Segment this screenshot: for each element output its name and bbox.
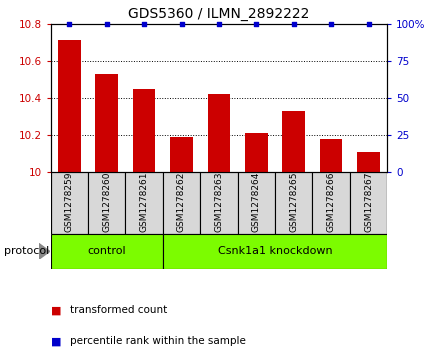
Bar [350, 172, 387, 234]
Point [178, 21, 185, 26]
Text: GSM1278265: GSM1278265 [289, 172, 298, 232]
Point [141, 21, 148, 26]
Text: GSM1278260: GSM1278260 [102, 172, 111, 232]
Point [253, 21, 260, 26]
Bar [245, 133, 268, 172]
Text: protocol: protocol [4, 246, 50, 256]
Text: GSM1278259: GSM1278259 [65, 172, 74, 232]
Polygon shape [39, 243, 50, 259]
Bar [320, 139, 342, 172]
Point [216, 21, 223, 26]
Text: control: control [88, 246, 126, 256]
Bar [170, 137, 193, 172]
Bar [95, 74, 118, 172]
Bar [51, 234, 163, 269]
Text: GSM1278263: GSM1278263 [214, 172, 224, 232]
Text: GSM1278262: GSM1278262 [177, 172, 186, 232]
Point [290, 21, 297, 26]
Text: Csnk1a1 knockdown: Csnk1a1 knockdown [218, 246, 332, 256]
Bar [208, 94, 230, 172]
Bar [282, 111, 305, 172]
Text: GSM1278264: GSM1278264 [252, 172, 261, 232]
Text: ■: ■ [51, 336, 61, 346]
Point [103, 21, 110, 26]
Bar [88, 172, 125, 234]
Point [365, 21, 372, 26]
Bar [58, 40, 81, 172]
Text: ■: ■ [51, 305, 61, 315]
Text: GSM1278267: GSM1278267 [364, 172, 373, 232]
Bar [312, 172, 350, 234]
Point [327, 21, 335, 26]
Bar [51, 172, 88, 234]
Bar [275, 172, 312, 234]
Bar [200, 172, 238, 234]
Bar [163, 172, 200, 234]
Bar [238, 172, 275, 234]
Text: GSM1278261: GSM1278261 [139, 172, 149, 232]
Bar [125, 172, 163, 234]
Bar [357, 152, 380, 172]
Bar [133, 89, 155, 172]
Point [66, 21, 73, 26]
Bar [163, 234, 387, 269]
Text: GSM1278266: GSM1278266 [326, 172, 336, 232]
Title: GDS5360 / ILMN_2892222: GDS5360 / ILMN_2892222 [128, 7, 310, 21]
Text: percentile rank within the sample: percentile rank within the sample [70, 336, 246, 346]
Text: transformed count: transformed count [70, 305, 168, 315]
